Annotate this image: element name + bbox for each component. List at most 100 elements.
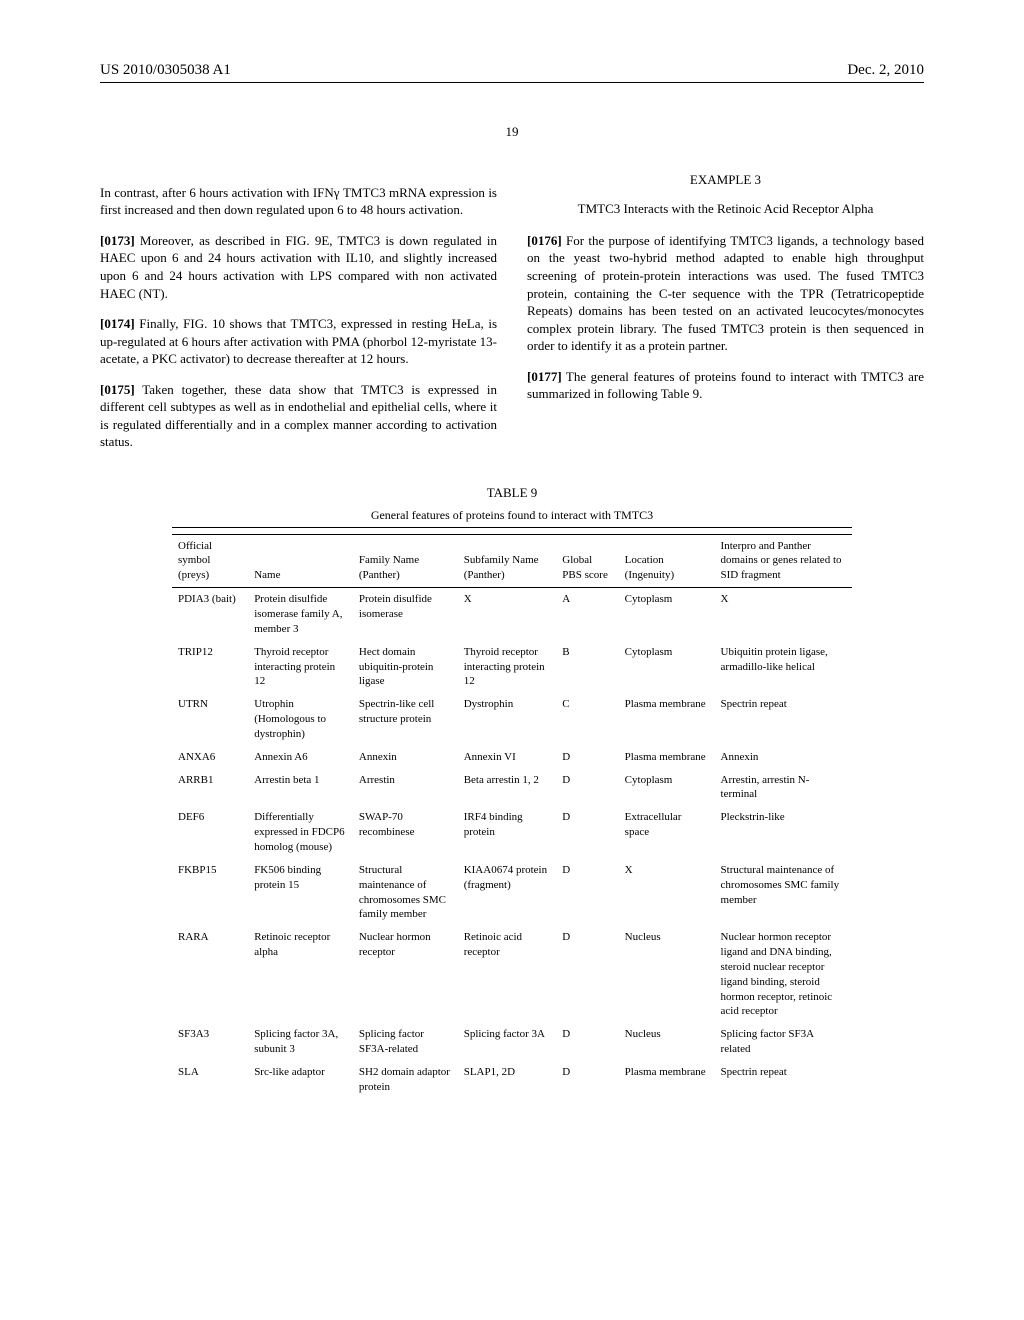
table-cell: SH2 domain adaptor protein xyxy=(353,1061,458,1099)
para-0173: [0173] Moreover, as described in FIG. 9E… xyxy=(100,232,497,302)
table-cell: Differentially expressed in FDCP6 homolo… xyxy=(248,806,353,859)
table-header: Family Name (Panther) xyxy=(353,534,458,588)
table-cell: Plasma membrane xyxy=(619,693,715,746)
table-cell: Spectrin repeat xyxy=(715,693,852,746)
para-num-0174: [0174] xyxy=(100,316,135,331)
table-cell: FK506 binding protein 15 xyxy=(248,859,353,926)
table-cell: X xyxy=(715,588,852,641)
table-cell: Hect domain ubiquitin-protein ligase xyxy=(353,641,458,694)
table-row: PDIA3 (bait)Protein disulfide isomerase … xyxy=(172,588,852,641)
table-cell: KIAA0674 protein (fragment) xyxy=(458,859,557,926)
para-0175: [0175] Taken together, these data show t… xyxy=(100,381,497,451)
table-cell: Splicing factor 3A xyxy=(458,1023,557,1061)
table-cell: D xyxy=(556,1061,618,1099)
table-cell: Retinoic receptor alpha xyxy=(248,926,353,1023)
table-cell: UTRN xyxy=(172,693,248,746)
table-row: SLASrc-like adaptorSH2 domain adaptor pr… xyxy=(172,1061,852,1099)
table-cell: SLAP1, 2D xyxy=(458,1061,557,1099)
table-cell: X xyxy=(619,859,715,926)
table-row: ARRB1Arrestin beta 1ArrestinBeta arresti… xyxy=(172,769,852,807)
table-cell: Annexin VI xyxy=(458,746,557,769)
table-cell: Beta arrestin 1, 2 xyxy=(458,769,557,807)
table-cell: Annexin xyxy=(715,746,852,769)
table-cell: Nucleus xyxy=(619,1023,715,1061)
table-cell: Arrestin xyxy=(353,769,458,807)
right-column: EXAMPLE 3 TMTC3 Interacts with the Retin… xyxy=(527,171,924,464)
para-intro: In contrast, after 6 hours activation wi… xyxy=(100,184,497,219)
table-cell: RARA xyxy=(172,926,248,1023)
table-cell: Pleckstrin-like xyxy=(715,806,852,859)
table-cell: D xyxy=(556,1023,618,1061)
table-cell: ANXA6 xyxy=(172,746,248,769)
table-label: TABLE 9 xyxy=(100,484,924,502)
para-0173-text: Moreover, as described in FIG. 9E, TMTC3… xyxy=(100,233,497,301)
para-num-0176: [0176] xyxy=(527,233,562,248)
table-header: Global PBS score xyxy=(556,534,618,588)
table-cell: Src-like adaptor xyxy=(248,1061,353,1099)
table-header: Name xyxy=(248,534,353,588)
table-cell: Thyroid receptor interacting protein 12 xyxy=(248,641,353,694)
example-subtitle: TMTC3 Interacts with the Retinoic Acid R… xyxy=(527,200,924,218)
table-cell: Splicing factor SF3A-related xyxy=(353,1023,458,1061)
table-cell: D xyxy=(556,859,618,926)
table-row: RARARetinoic receptor alphaNuclear hormo… xyxy=(172,926,852,1023)
table-cell: Annexin A6 xyxy=(248,746,353,769)
table-cell: Plasma membrane xyxy=(619,1061,715,1099)
table-row: TRIP12Thyroid receptor interacting prote… xyxy=(172,641,852,694)
table-cell: D xyxy=(556,806,618,859)
table-cell: Splicing factor 3A, subunit 3 xyxy=(248,1023,353,1061)
table-cell: X xyxy=(458,588,557,641)
table-row: DEF6Differentially expressed in FDCP6 ho… xyxy=(172,806,852,859)
table-cell: Structural maintenance of chromosomes SM… xyxy=(353,859,458,926)
table-cell: C xyxy=(556,693,618,746)
table-cell: D xyxy=(556,746,618,769)
table-cell: Spectrin-like cell structure protein xyxy=(353,693,458,746)
table-cell: D xyxy=(556,926,618,1023)
table-cell: SF3A3 xyxy=(172,1023,248,1061)
para-0177: [0177] The general features of proteins … xyxy=(527,368,924,403)
protein-table: Official symbol (preys)NameFamily Name (… xyxy=(172,534,852,1099)
table-cell: PDIA3 (bait) xyxy=(172,588,248,641)
table-cell: Plasma membrane xyxy=(619,746,715,769)
table-cell: Cytoplasm xyxy=(619,769,715,807)
para-0176-text: For the purpose of identifying TMTC3 lig… xyxy=(527,233,924,353)
table-cell: Utrophin (Homologous to dystrophin) xyxy=(248,693,353,746)
table-cell: Nuclear hormon receptor ligand and DNA b… xyxy=(715,926,852,1023)
table-cell: A xyxy=(556,588,618,641)
table-row: FKBP15FK506 binding protein 15Structural… xyxy=(172,859,852,926)
table-cell: Cytoplasm xyxy=(619,588,715,641)
table-cell: Arrestin, arrestin N-terminal xyxy=(715,769,852,807)
table-cell: Structural maintenance of chromosomes SM… xyxy=(715,859,852,926)
table-header: Official symbol (preys) xyxy=(172,534,248,588)
table-cell: SLA xyxy=(172,1061,248,1099)
para-num-0173: [0173] xyxy=(100,233,135,248)
para-num-0175: [0175] xyxy=(100,382,135,397)
table-cell: SWAP-70 recombinese xyxy=(353,806,458,859)
table-cell: Splicing factor SF3A related xyxy=(715,1023,852,1061)
table-cell: TRIP12 xyxy=(172,641,248,694)
table-cell: Protein disulfide isomerase xyxy=(353,588,458,641)
para-0177-text: The general features of proteins found t… xyxy=(527,369,924,402)
table-header: Subfamily Name (Panther) xyxy=(458,534,557,588)
para-num-0177: [0177] xyxy=(527,369,562,384)
doc-id: US 2010/0305038 A1 xyxy=(100,60,231,80)
table-cell: Protein disulfide isomerase family A, me… xyxy=(248,588,353,641)
table-cell: Cytoplasm xyxy=(619,641,715,694)
table-cell: B xyxy=(556,641,618,694)
page-number: 19 xyxy=(100,123,924,141)
table-cell: Dystrophin xyxy=(458,693,557,746)
table-row: SF3A3Splicing factor 3A, subunit 3Splici… xyxy=(172,1023,852,1061)
table-cell: Thyroid receptor interacting protein 12 xyxy=(458,641,557,694)
table-cell: Ubiquitin protein ligase, armadillo-like… xyxy=(715,641,852,694)
table-cell: ARRB1 xyxy=(172,769,248,807)
left-column: In contrast, after 6 hours activation wi… xyxy=(100,171,497,464)
para-0176: [0176] For the purpose of identifying TM… xyxy=(527,232,924,355)
table-header: Location (Ingenuity) xyxy=(619,534,715,588)
table-cell: Nucleus xyxy=(619,926,715,1023)
para-0174: [0174] Finally, FIG. 10 shows that TMTC3… xyxy=(100,315,497,368)
table-cell: Extracellular space xyxy=(619,806,715,859)
example-label: EXAMPLE 3 xyxy=(527,171,924,189)
table-cell: DEF6 xyxy=(172,806,248,859)
table-cell: Arrestin beta 1 xyxy=(248,769,353,807)
table-cell: Nuclear hormon receptor xyxy=(353,926,458,1023)
